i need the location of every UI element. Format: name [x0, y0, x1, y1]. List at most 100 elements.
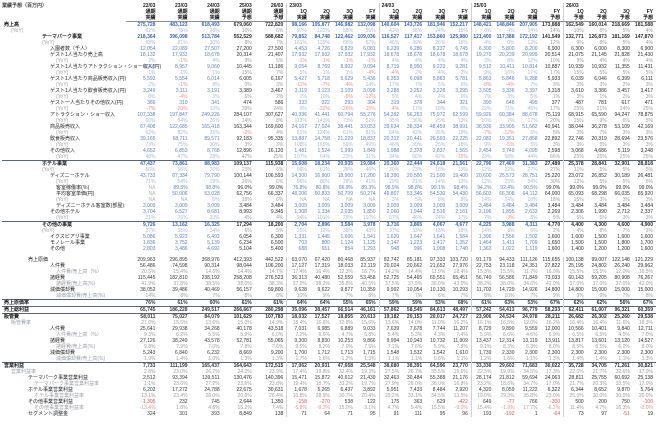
row-label: ゲスト1人当たり売上高: [50, 52, 103, 58]
table-cell: 16%: [504, 70, 515, 76]
table-cell: 6.5%: [563, 332, 587, 338]
table-cell: 13,887: [286, 136, 310, 142]
table-cell: 52,725: [378, 275, 403, 281]
table-cell: 1.1%: [618, 356, 630, 362]
table-cell: -9.3%: [316, 405, 330, 411]
table-cell: 7%: [276, 70, 284, 76]
table-cell: 3%: [507, 94, 515, 100]
table-cell: 3%: [552, 82, 561, 88]
table-cell: 2,920: [455, 387, 468, 393]
column-header-status: 予想: [563, 15, 587, 22]
table-cell: 94%: [286, 215, 310, 222]
table-cell: 6%: [276, 28, 284, 34]
table-row: ゲスト1人当たり売上高 18,132 17,932 18,678 20,314 21,40…: [2, 52, 656, 58]
table-cell: 1.3%: [240, 356, 252, 362]
table-row: その他収入 4,652 6,853 8,768 12,896 16,120 1,481 1,5…: [2, 148, 656, 154]
table-cell: 1,223: [409, 240, 423, 246]
table-cell: 19.0%: [470, 393, 495, 399]
table-cell: 6.3%: [526, 344, 538, 350]
table-cell: 8,237: [432, 46, 446, 52]
table-cell: 618,493: [201, 22, 220, 28]
table-cell: 38,991: [452, 124, 468, 130]
row-label: ディズニーホテル客室数(部屋): [56, 203, 124, 209]
table-cell: 3,484: [470, 203, 495, 209]
table-cell: 1,620: [378, 234, 403, 240]
table-cell: 35%: [378, 118, 403, 124]
table-cell: -5%: [344, 94, 354, 100]
table-cell: 6,234: [239, 240, 252, 246]
table-cell: 4.3%: [433, 332, 446, 338]
column-header-status: 予想: [254, 15, 287, 22]
table-cell: 7%: [530, 293, 538, 299]
table-cell: 81%: [286, 130, 310, 136]
row-label: (YoY): [56, 118, 69, 124]
table-cell: 94,247: [614, 112, 630, 118]
table-cell: 193: [470, 411, 495, 417]
table-cell: 25,548: [356, 362, 380, 369]
table-cell: 33.5%: [615, 381, 630, 387]
table-cell: 1,350: [270, 399, 284, 405]
table-cell: 4%: [599, 58, 607, 64]
row-label: 減価償却費: [50, 287, 76, 293]
table-cell: 10,054: [406, 287, 423, 293]
table-cell: 91: [378, 411, 403, 417]
table-cell: 85,937: [360, 257, 376, 263]
table-cell: 40.5%: [361, 281, 376, 287]
table-cell: 17,932: [286, 52, 310, 58]
table-cell: 232: [179, 399, 188, 405]
table-cell: 7.2%: [286, 332, 310, 338]
row-label: セグメント調整金: [28, 411, 69, 417]
table-cell: 9,054: [286, 64, 310, 70]
table-cell: 12.8%: [338, 320, 354, 326]
table-cell: 115,655: [542, 257, 561, 263]
table-cell: 80,468: [337, 257, 354, 263]
table-cell: 34%: [378, 154, 403, 161]
table-cell: 172,515: [254, 362, 287, 369]
table-cell: 59,694: [522, 375, 538, 381]
table-cell: 109,137: [222, 160, 255, 167]
table-cell: 5%: [438, 82, 446, 88]
table-cell: 4,692: [207, 246, 220, 252]
table-cell: 19,084: [356, 160, 380, 167]
table-cell: 20.5%: [141, 269, 156, 275]
table-cell: 9,890: [501, 326, 515, 332]
table-cell: 3,009: [286, 203, 310, 209]
row-label: ホテル事業営業利益率: [34, 393, 85, 399]
table-cell: 6,985: [317, 326, 330, 332]
table-cell: 39%: [412, 142, 423, 148]
table-cell: 22,753: [470, 263, 495, 269]
table-cell: 13,817: [563, 338, 587, 344]
table-cell: 37.8%: [173, 281, 188, 287]
table-cell: 3,009: [142, 203, 156, 209]
table-cell: 132,098: [357, 22, 376, 28]
table-cell: 160,014: [588, 22, 607, 28]
table-cell: 688: [286, 246, 310, 252]
table-cell: 16.5%: [638, 269, 653, 275]
table-row: その他の事業 9,726 13,162 16,325 17,294 18,200 2,704…: [2, 221, 656, 228]
table-cell: 60%: [190, 299, 223, 307]
table-cell: 6.8%: [364, 332, 376, 338]
table-cell: 5.9%: [433, 344, 446, 350]
table-cell: 17,294: [222, 221, 255, 228]
table-cell: 5%: [414, 197, 423, 203]
table-cell: 2%: [148, 82, 156, 88]
table-cell: 47%: [241, 154, 252, 160]
table-row: ホテル事業営業利益 6,202 17,272 24,788 22,675 30,631 1,…: [2, 387, 656, 393]
table-cell: 16,900: [314, 173, 330, 179]
table-cell: 36%: [412, 28, 423, 34]
table-cell: 18%: [457, 228, 468, 234]
table-cell: 3,484: [594, 203, 607, 209]
table-cell: 5,846: [501, 76, 515, 82]
table-cell: 115,445: [137, 275, 156, 281]
table-cell: 45%: [527, 106, 538, 112]
table-cell: 164,643: [222, 362, 255, 369]
table-cell: 6,900: [640, 46, 653, 52]
table-cell: 76,267: [637, 275, 653, 281]
column-header-year: 24/03: [207, 3, 220, 9]
table-cell: 63%: [494, 299, 518, 307]
table-cell: 16.4%: [592, 320, 607, 326]
table-cell: 588,682: [265, 34, 284, 40]
table-cell: 22,225: [452, 136, 468, 142]
table-cell: -7%: [321, 82, 330, 88]
table-cell: 14%: [550, 28, 561, 34]
